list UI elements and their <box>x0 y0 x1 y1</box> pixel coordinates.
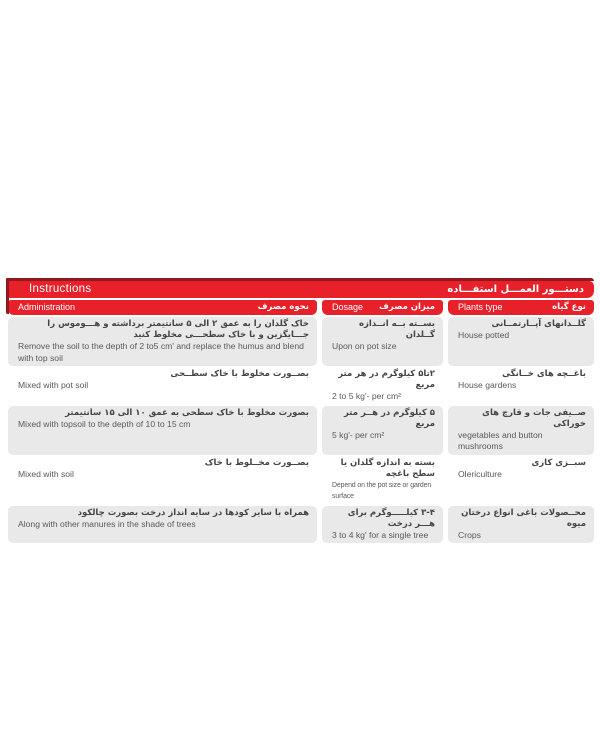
plants-type-text-fa: محــصولات باغی انواع درختان میوه <box>461 507 586 529</box>
header-plants-type: Plants type نوع گياه <box>448 300 594 315</box>
dosage-text-fa: بسته به اندازه گلدان یا سطح باغچه <box>340 457 435 479</box>
dark-red-top-accent <box>6 278 594 281</box>
dosage-text-en: Depend on the pot size or garden surface <box>332 481 432 501</box>
table-row: همراه با سایر کودها در سایه انداز درخت ب… <box>8 505 594 543</box>
title-persian: دستـــور العمـــل استفـــاده <box>447 283 584 295</box>
instructions-table: Instructions دستـــور العمـــل استفـــاد… <box>6 278 594 544</box>
table-row: بصــورت مخــلوط با خاک Mixed with soil ب… <box>8 456 594 505</box>
header-administration-fa: نحوه مصرف <box>257 302 309 312</box>
header-dosage: Dosage ميزان مصرف <box>322 300 443 315</box>
plants-type-text-fa: سبــزی کاری <box>531 457 587 468</box>
header-plants-type-fa: نوع گياه <box>552 302 586 312</box>
header-administration-en: Administration <box>18 302 76 312</box>
dosage-text-en: 3 to 4 kg' for a single tree <box>332 529 429 540</box>
administration-cell: بصــورت مخلوط با خاک سطــحی Mixed with p… <box>8 367 317 405</box>
administration-text-en: Mixed with topsoil to the depth of 10 to… <box>18 418 191 429</box>
administration-cell: همراه با سایر کودها در سایه انداز درخت ب… <box>8 505 317 543</box>
dosage-text-en: Upon on pot size <box>332 341 397 351</box>
administration-text-fa: بصــورت مخــلوط با خاک <box>204 457 309 468</box>
dosage-text-fa: ۳-۴ کیلـــــوگرم برای هـــر درخت <box>347 507 435 529</box>
column-header-row: Administration نحوه مصرف Dosage ميزان مص… <box>8 300 594 315</box>
header-dosage-fa: ميزان مصرف <box>379 302 435 312</box>
dosage-text-fa: ۵ کیلوگرم در هــر متر مربع <box>344 407 435 429</box>
administration-text-en: Remove the soil to the depth of 2 to5 cm… <box>18 341 304 363</box>
administration-cell: بصــورت مخــلوط با خاک Mixed with soil <box>8 456 317 505</box>
plants-type-text-en: Crops <box>458 529 481 540</box>
plants-type-cell: گلــدانهای آپــارتمــانی House potted <box>448 317 594 366</box>
header-administration: Administration نحوه مصرف <box>8 300 317 315</box>
dosage-text-fa: بســته بــه انــدازه گــلدان <box>358 319 435 340</box>
plants-type-text-fa: گلــدانهای آپــارتمــانی <box>491 319 586 329</box>
dosage-text-en: 5 kg'- per cm² <box>332 429 385 440</box>
administration-text-en: Mixed with pot soil <box>18 380 89 390</box>
table-row: بصورت مخلوط با خاک سطحی به عمق ۱۰ الی ۱۵… <box>8 405 594 455</box>
dosage-text-en: 2 to 5 kg'- per cm² <box>332 391 401 401</box>
header-dosage-en: Dosage <box>332 302 364 312</box>
plants-type-text-en: House potted <box>458 330 510 340</box>
plants-type-text-en: House gardens <box>458 380 517 390</box>
plants-type-cell: باغــچه های خــانگی House gardens <box>448 367 594 405</box>
plants-type-cell: محــصولات باغی انواع درختان میوه Crops <box>448 505 594 543</box>
administration-cell: خاک گلدان را به عمق ۲ الی ۵ سانتیمتر برد… <box>8 317 317 366</box>
table-row: بصــورت مخلوط با خاک سطــحی Mixed with p… <box>8 367 594 405</box>
table-title-bar: Instructions دستـــور العمـــل استفـــاد… <box>9 281 594 298</box>
title-english: Instructions <box>29 283 92 295</box>
header-plants-type-en: Plants type <box>458 302 503 312</box>
plants-type-cell: صــیفی جات و قارچ های خوراکی vegetables … <box>448 405 594 455</box>
plants-type-text-en: Olericulture <box>458 468 502 479</box>
plants-type-cell: سبــزی کاری Olericulture <box>448 456 594 505</box>
table-row: خاک گلدان را به عمق ۲ الی ۵ سانتیمتر برد… <box>8 317 594 366</box>
plants-type-text-fa: باغــچه های خــانگی <box>502 369 586 379</box>
administration-cell: بصورت مخلوط با خاک سطحی به عمق ۱۰ الی ۱۵… <box>8 405 317 455</box>
administration-text-fa: بصــورت مخلوط با خاک سطــحی <box>170 369 309 379</box>
dark-red-left-accent <box>6 278 9 314</box>
administration-text-en: Mixed with soil <box>18 468 74 479</box>
plants-type-text-fa: صــیفی جات و قارچ های خوراکی <box>482 407 586 429</box>
dosage-cell: بســته بــه انــدازه گــلدان Upon on pot… <box>322 317 443 366</box>
administration-text-fa: خاک گلدان را به عمق ۲ الی ۵ سانتیمتر برد… <box>47 319 309 340</box>
administration-text-fa: همراه با سایر کودها در سایه انداز درخت ب… <box>77 507 309 518</box>
administration-text-fa: بصورت مخلوط با خاک سطحی به عمق ۱۰ الی ۱۵… <box>65 407 309 418</box>
administration-text-en: Along with other manures in the shade of… <box>18 518 196 529</box>
dosage-cell: بسته به اندازه گلدان یا سطح باغچه Depend… <box>322 456 443 505</box>
dosage-cell: ۳-۴ کیلـــــوگرم برای هـــر درخت 3 to 4 … <box>322 505 443 543</box>
table-body: خاک گلدان را به عمق ۲ الی ۵ سانتیمتر برد… <box>8 317 594 543</box>
dosage-text-fa: ۲تا۵ کیلوگرم در هر متر مربع <box>338 369 435 390</box>
plants-type-text-en: vegetables and button mushrooms <box>458 429 543 452</box>
dosage-cell: ۲تا۵ کیلوگرم در هر متر مربع 2 to 5 kg'- … <box>322 367 443 405</box>
dosage-cell: ۵ کیلوگرم در هــر متر مربع 5 kg'- per cm… <box>322 405 443 455</box>
